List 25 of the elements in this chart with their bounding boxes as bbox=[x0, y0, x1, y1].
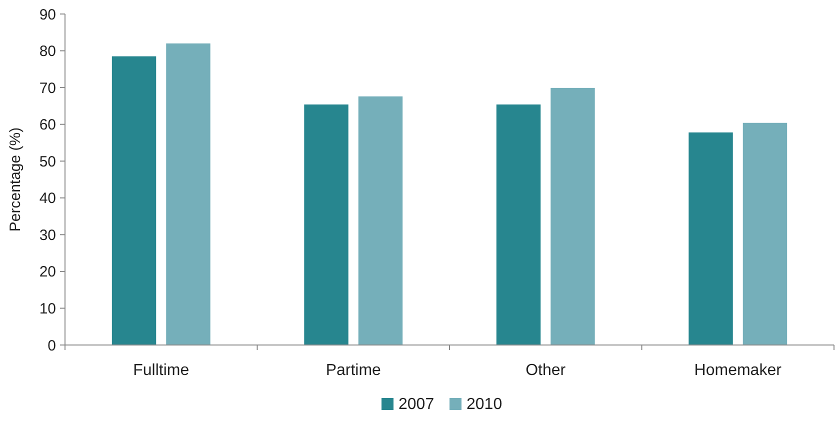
bar bbox=[166, 43, 210, 345]
y-tick-label: 60 bbox=[39, 116, 56, 134]
legend-label: 2010 bbox=[466, 396, 502, 413]
y-tick-label: 80 bbox=[39, 43, 56, 60]
y-tick-label: 40 bbox=[39, 190, 56, 208]
x-tick-label: Fulltime bbox=[133, 362, 190, 379]
bar bbox=[112, 56, 156, 345]
y-axis-title: Percentage (%) bbox=[7, 127, 24, 232]
y-tick-label: 20 bbox=[39, 264, 56, 281]
bar bbox=[550, 88, 595, 345]
x-tick-label: Partime bbox=[326, 362, 382, 379]
bar bbox=[358, 96, 403, 345]
legend-label: 2007 bbox=[398, 396, 434, 413]
y-tick-label: 10 bbox=[39, 300, 56, 318]
bar bbox=[688, 132, 733, 345]
bar bbox=[496, 104, 541, 345]
y-tick-label: 70 bbox=[39, 80, 56, 97]
x-tick-label: Homemaker bbox=[694, 362, 782, 379]
bar bbox=[742, 122, 788, 345]
bar bbox=[304, 104, 348, 345]
y-tick-label: 90 bbox=[39, 6, 56, 24]
x-tick-label: Other bbox=[526, 362, 566, 379]
y-tick-label: 50 bbox=[39, 153, 56, 170]
y-tick-label: 30 bbox=[39, 226, 56, 244]
y-tick-label: 0 bbox=[48, 337, 56, 354]
